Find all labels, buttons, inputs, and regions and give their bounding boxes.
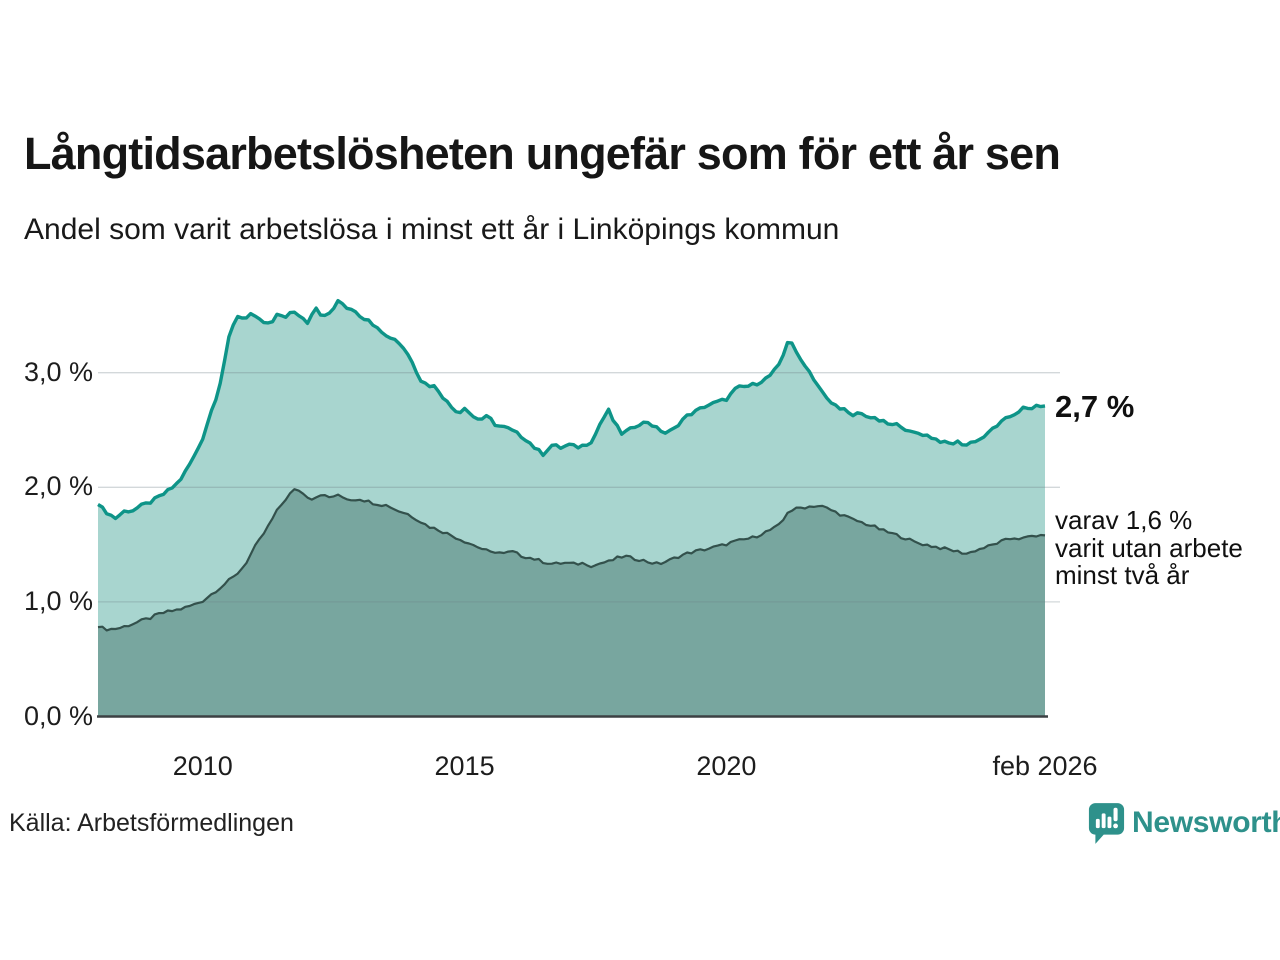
x-tick-label: 2015 <box>434 751 495 781</box>
brand-logo: Newsworthy <box>1088 801 1280 846</box>
area-subset-two-years <box>98 489 1045 717</box>
subset-label-line: varav 1,6 % <box>1055 505 1193 535</box>
line-subset-two-years <box>97 488 1046 632</box>
x-tick-label: 2010 <box>172 751 233 781</box>
chart-subtitle: Andel som varit arbetslösa i minst ett å… <box>24 213 840 246</box>
x-tick-label: 2020 <box>696 751 757 781</box>
line-total-one-year <box>97 298 1046 521</box>
y-tick-label: 0,0 % <box>23 700 93 731</box>
y-tick-label: 1,0 % <box>23 585 93 616</box>
end-value-label-total: 2,7 % <box>1055 389 1135 424</box>
source-credit: Källa: Arbetsförmedlingen <box>9 809 294 837</box>
y-tick-label: 3,0 % <box>23 356 93 387</box>
chart-title: Långtidsarbetslösheten ungefär som för e… <box>24 128 1061 179</box>
end-value-label-subset: varav 1,6 % varit utan arbete minst två … <box>1055 505 1243 590</box>
y-tick-label: 2,0 % <box>23 471 93 502</box>
newsworthy-speech-bubble-icon <box>1088 803 1125 844</box>
bubble-shape <box>1088 803 1125 844</box>
brand-name: Newsworthy <box>1132 806 1280 839</box>
x-tick-label: feb 2026 <box>992 751 1098 781</box>
subset-label-line: varit utan arbete <box>1055 532 1243 563</box>
subset-label-line: minst två år <box>1055 560 1190 590</box>
